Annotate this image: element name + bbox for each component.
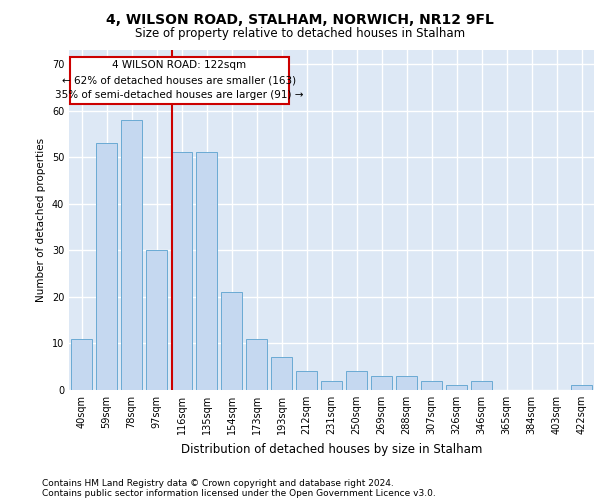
X-axis label: Distribution of detached houses by size in Stalham: Distribution of detached houses by size … [181, 442, 482, 456]
Bar [271, 358, 292, 390]
Y-axis label: Number of detached properties: Number of detached properties [36, 138, 46, 302]
Text: 4, WILSON ROAD, STALHAM, NORWICH, NR12 9FL: 4, WILSON ROAD, STALHAM, NORWICH, NR12 9… [106, 12, 494, 26]
Bar [146, 250, 167, 390]
Bar [346, 372, 367, 390]
Bar [571, 386, 592, 390]
Bar [121, 120, 142, 390]
Bar [421, 380, 442, 390]
Bar [446, 386, 467, 390]
Text: Contains HM Land Registry data © Crown copyright and database right 2024.: Contains HM Land Registry data © Crown c… [42, 478, 394, 488]
Text: Contains public sector information licensed under the Open Government Licence v3: Contains public sector information licen… [42, 488, 436, 498]
Bar [171, 152, 192, 390]
Bar [196, 152, 217, 390]
Bar [246, 339, 267, 390]
Bar [321, 380, 342, 390]
Bar [396, 376, 417, 390]
Bar [371, 376, 392, 390]
Bar [471, 380, 492, 390]
FancyBboxPatch shape [70, 57, 289, 104]
Bar [96, 143, 117, 390]
Bar [71, 339, 92, 390]
Bar [296, 372, 317, 390]
Bar [221, 292, 242, 390]
Text: 4 WILSON ROAD: 122sqm
← 62% of detached houses are smaller (163)
35% of semi-det: 4 WILSON ROAD: 122sqm ← 62% of detached … [55, 60, 304, 100]
Text: Size of property relative to detached houses in Stalham: Size of property relative to detached ho… [135, 28, 465, 40]
